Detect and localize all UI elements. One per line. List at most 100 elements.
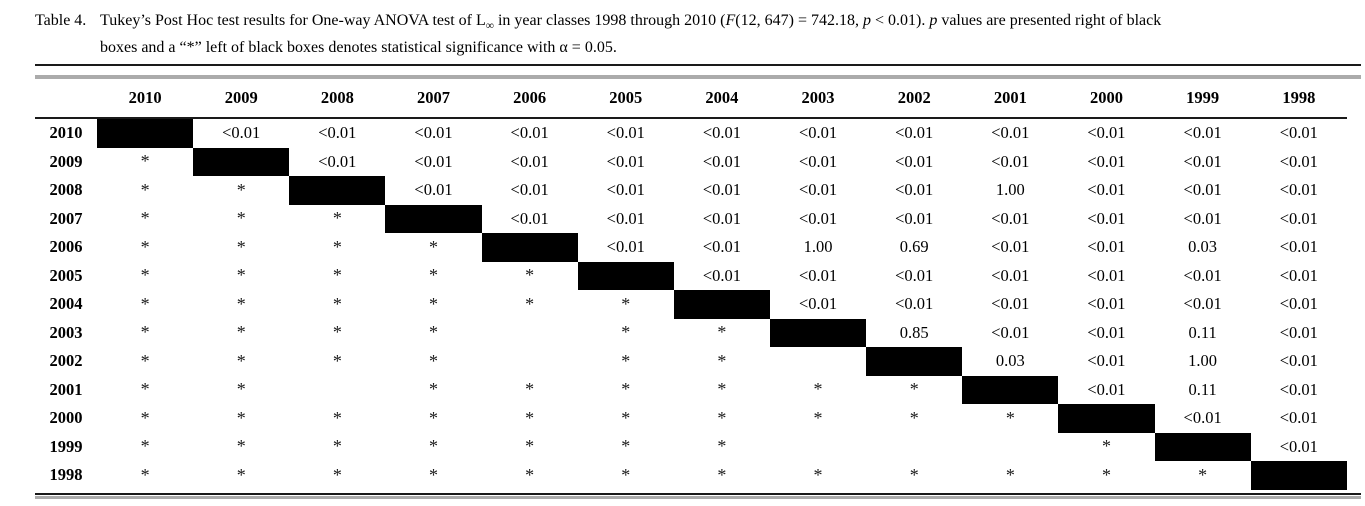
table-row-2005: 2005 * * * * * <0.01 <0.01 <0.01 <0.01 <0.01 <0.01 <… bbox=[35, 261, 1347, 290]
cell-2005-2004: <0.01 bbox=[702, 265, 741, 285]
cell-2003-2000: <0.01 bbox=[1087, 322, 1126, 342]
cell-2008-2009-significant: * bbox=[236, 179, 246, 200]
cell-2008-1999: <0.01 bbox=[1183, 180, 1222, 200]
caption-body: Tukey’s Post Hoc test results for One-wa… bbox=[100, 10, 1161, 59]
cell-2007-1999: <0.01 bbox=[1183, 208, 1222, 228]
cell-2005-2006-significant: * bbox=[525, 265, 535, 286]
cell-1998-2007-significant: * bbox=[428, 464, 438, 485]
table-header: 2010 2009 2008 2007 2006 2005 2004 2003 2002 2001… bbox=[35, 79, 1347, 119]
cell-2005-2010-significant: * bbox=[140, 265, 150, 286]
cell-2003-1998: <0.01 bbox=[1279, 322, 1318, 342]
cell-2009-2005: <0.01 bbox=[606, 151, 645, 171]
row-label-2003: 2003 bbox=[49, 322, 83, 342]
cell-2008-2007: <0.01 bbox=[414, 180, 453, 200]
cell-2004-2000: <0.01 bbox=[1087, 294, 1126, 314]
diagonal-black-box-1998 bbox=[1250, 461, 1347, 490]
cell-2004-1998: <0.01 bbox=[1279, 294, 1318, 314]
cell-1998-2002-significant: * bbox=[909, 464, 919, 485]
cell-1999-2007-significant: * bbox=[428, 436, 438, 457]
caption-segment: < 0.01). bbox=[870, 12, 930, 29]
table-row-1999: 1999 * * * * * * * * <0.01 bbox=[35, 432, 1347, 462]
header-row: 2010 2009 2008 2007 2006 2005 2004 2003 2002 2001… bbox=[35, 79, 1347, 119]
cell-2004-2007-significant: * bbox=[428, 293, 438, 314]
cell-2009-2003: <0.01 bbox=[798, 151, 838, 171]
cell-1998-2005-significant: * bbox=[621, 464, 631, 485]
cell-2002-2000: <0.01 bbox=[1087, 351, 1126, 371]
diagonal-black-box-2006 bbox=[481, 233, 578, 262]
cell-2007-1998: <0.01 bbox=[1279, 208, 1318, 228]
cell-2001-1999: 0.11 bbox=[1188, 379, 1217, 399]
cell-1999-2002-empty bbox=[866, 433, 962, 462]
cell-1999-2005-significant: * bbox=[621, 436, 631, 457]
caption-segment: boxes and a “*” left of black boxes deno… bbox=[100, 39, 617, 57]
column-header-1999: 1999 bbox=[1154, 79, 1251, 119]
diagonal-black-box-2008 bbox=[289, 176, 386, 205]
cell-2009-2002: <0.01 bbox=[895, 151, 934, 171]
cell-2002-2001: 0.03 bbox=[995, 351, 1025, 371]
column-header-2001: 2001 bbox=[962, 79, 1059, 119]
cell-2010-2002: <0.01 bbox=[895, 123, 934, 143]
cell-2005-1998: <0.01 bbox=[1279, 265, 1318, 285]
cell-2010-2007: <0.01 bbox=[414, 123, 453, 143]
table-row-2009: 2009 * <0.01 <0.01 <0.01 <0.01 <0.01 <0.01 <0.01… bbox=[35, 147, 1347, 176]
column-header-2000: 2000 bbox=[1058, 79, 1155, 119]
row-label-1999: 1999 bbox=[49, 436, 83, 456]
cell-2002-2005-significant: * bbox=[621, 350, 631, 371]
diagonal-black-box-2001 bbox=[962, 375, 1059, 404]
cell-2007-2000: <0.01 bbox=[1087, 208, 1126, 228]
cell-2009-2001: <0.01 bbox=[991, 151, 1030, 171]
header-corner-cell bbox=[35, 79, 97, 119]
table-row-2008: 2008 * * <0.01 <0.01 <0.01 <0.01 <0.01 <0.01 1.00… bbox=[35, 176, 1347, 205]
row-label-2002: 2002 bbox=[49, 351, 83, 371]
row-label-2008: 2008 bbox=[49, 180, 83, 200]
cell-2004-2003: <0.01 bbox=[798, 294, 838, 314]
cell-2001-2007-significant: * bbox=[428, 379, 438, 400]
row-label-2010: 2010 bbox=[49, 123, 83, 143]
column-header-2003: 2003 bbox=[769, 79, 867, 119]
cell-2004-2009-significant: * bbox=[236, 293, 246, 314]
cell-2004-2001: <0.01 bbox=[991, 294, 1030, 314]
cell-2007-2002: <0.01 bbox=[895, 208, 934, 228]
cell-2005-2009-significant: * bbox=[236, 265, 246, 286]
column-header-2002: 2002 bbox=[866, 79, 963, 119]
cell-2008-2010-significant: * bbox=[140, 179, 150, 200]
cell-2000-2002-significant: * bbox=[909, 407, 919, 428]
cell-2003-2002: 0.85 bbox=[899, 322, 929, 342]
cell-1998-2010-significant: * bbox=[140, 464, 150, 485]
table-row-2001: 2001 * * * * * * * * <0.01 0.11 <0.01 bbox=[35, 375, 1347, 405]
cell-2010-1999: <0.01 bbox=[1183, 123, 1222, 143]
cell-2007-2005: <0.01 bbox=[606, 208, 645, 228]
cell-1998-2003-significant: * bbox=[813, 464, 823, 485]
table-row-2002: 2002 * * * * * * 0.03 <0.01 1.00 <0.01 bbox=[35, 347, 1347, 376]
column-header-2009: 2009 bbox=[193, 79, 290, 119]
cell-1999-1998: <0.01 bbox=[1279, 436, 1318, 456]
cell-2001-2002-significant: * bbox=[909, 379, 919, 400]
cell-2003-2005-significant: * bbox=[621, 322, 631, 343]
cell-2009-2006: <0.01 bbox=[510, 151, 549, 171]
cell-2006-2007-significant: * bbox=[428, 236, 438, 257]
cell-2009-1999: <0.01 bbox=[1183, 151, 1222, 171]
cell-2009-2010-significant: * bbox=[140, 151, 150, 172]
caption-segment: Tukey’s Post Hoc test results for One-wa… bbox=[100, 12, 486, 29]
cell-2003-2006-empty bbox=[482, 319, 578, 348]
cell-2008-2006: <0.01 bbox=[510, 180, 549, 200]
cell-2001-2005-significant: * bbox=[621, 379, 631, 400]
cell-1999-2009-significant: * bbox=[236, 436, 246, 457]
cell-2010-2003: <0.01 bbox=[798, 123, 838, 143]
caption-segment: F bbox=[725, 12, 736, 29]
cell-2007-2010-significant: * bbox=[140, 208, 150, 229]
table-body: 2010 <0.01 <0.01 <0.01 <0.01 <0.01 <0.01 <0.01 <… bbox=[35, 118, 1347, 490]
cell-2003-2009-significant: * bbox=[236, 322, 246, 343]
cell-2004-2010-significant: * bbox=[140, 293, 150, 314]
cell-2010-2006: <0.01 bbox=[510, 123, 549, 143]
cell-2001-2008-empty bbox=[289, 376, 385, 405]
cell-1998-1999-significant: * bbox=[1198, 464, 1208, 485]
cell-2006-2004: <0.01 bbox=[702, 237, 741, 257]
cell-2005-2003: <0.01 bbox=[798, 265, 838, 285]
cell-2008-2003: <0.01 bbox=[798, 180, 838, 200]
cell-2002-2007-significant: * bbox=[428, 350, 438, 371]
cell-2005-2007-significant: * bbox=[428, 265, 438, 286]
cell-2000-2007-significant: * bbox=[428, 407, 438, 428]
cell-2006-2003: 1.00 bbox=[803, 237, 833, 257]
